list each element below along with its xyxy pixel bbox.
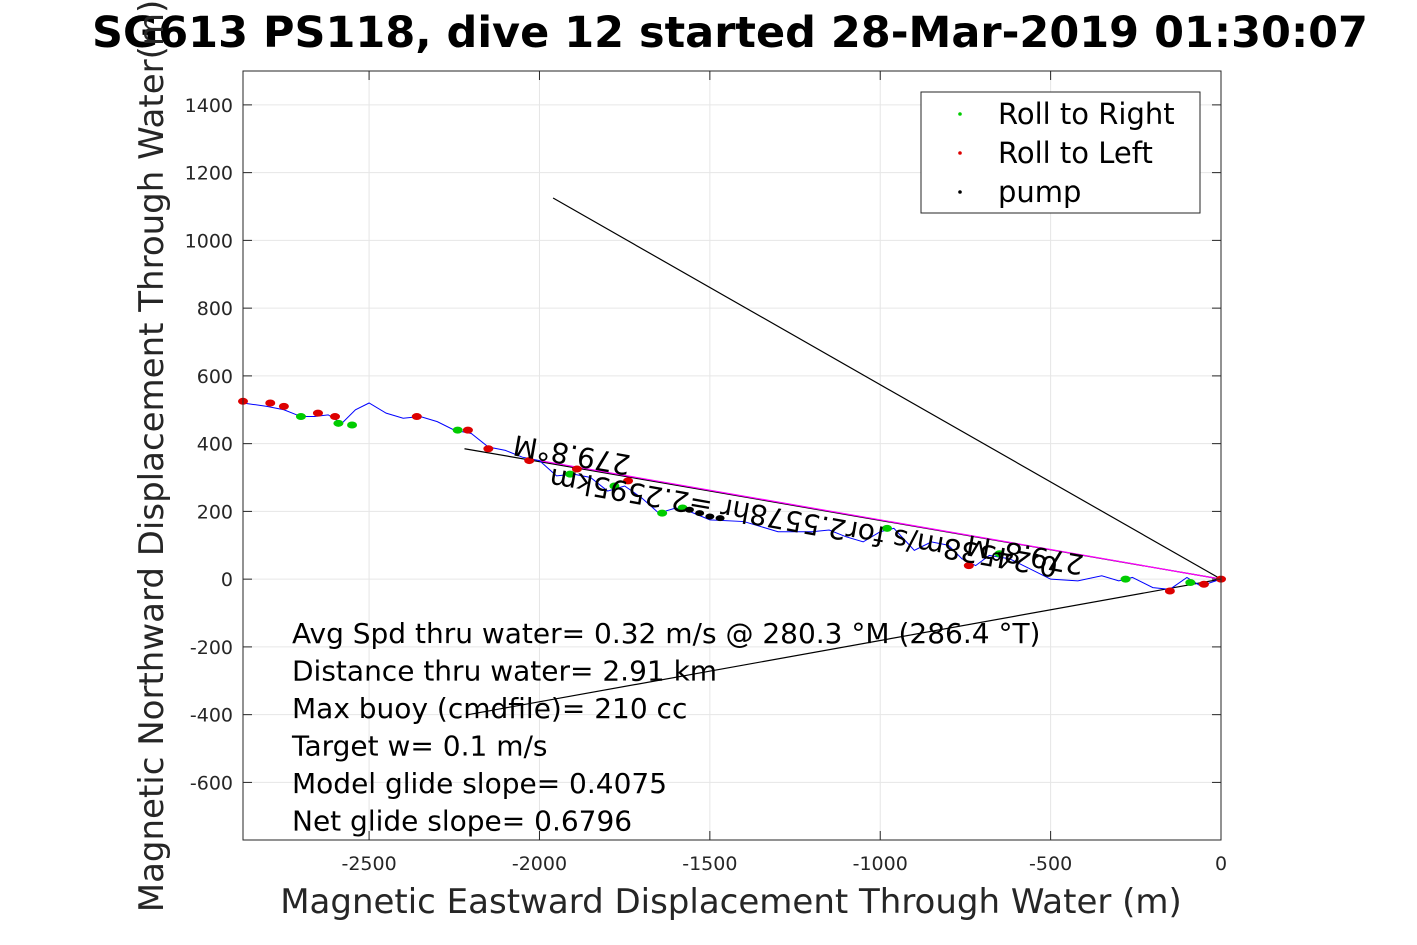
y-tick-label: 1400 — [185, 95, 233, 117]
legend-entry-label: Roll to Right — [998, 97, 1175, 131]
axis-ticks: -2500 -2000 -1500 -1000 -500 0-600-400-200020… — [185, 71, 1227, 875]
x-tick-label: -1500 — [682, 853, 737, 875]
stat-line: Distance thru water= 2.91 km — [292, 655, 717, 688]
stat-line: Avg Spd thru water= 0.32 m/s @ 280.3 °M … — [292, 617, 1040, 650]
stat-line: Max buoy (cmdfile)= 210 cc — [292, 692, 687, 725]
y-tick-label: -400 — [190, 705, 233, 727]
stat-line: Model glide slope= 0.4075 — [292, 767, 667, 800]
roll-right-point — [609, 482, 620, 490]
x-axis-label: Magnetic Eastward Displacement Through W… — [280, 882, 1182, 922]
roll-right-point — [1120, 575, 1131, 583]
line-to-lower — [467, 578, 1222, 716]
roll-left-point — [462, 426, 473, 434]
plot-area-frame — [242, 70, 1222, 841]
y-tick-label: 400 — [197, 434, 233, 456]
roll-left-point — [1164, 587, 1175, 595]
legend-entry-label: Roll to Left — [998, 136, 1153, 170]
legend-entry-label: pump — [998, 175, 1081, 209]
pump-point — [715, 515, 725, 522]
x-tick-label: -500 — [1029, 853, 1072, 875]
roll-left-point — [1198, 580, 1209, 588]
roll-left-point — [623, 477, 634, 485]
x-tick-label: 0 — [1215, 853, 1227, 875]
legend: Roll to Right Roll to Left pump — [920, 91, 1201, 214]
roll-left-point — [265, 399, 276, 407]
y-tick-label: 800 — [197, 298, 233, 320]
roll-right-point — [565, 470, 576, 478]
y-tick-label: 600 — [197, 366, 233, 388]
roll-left-point — [278, 402, 289, 410]
x-tick-label: -2000 — [512, 853, 567, 875]
legend-marker — [958, 190, 962, 194]
y-axis-label: Magnetic Northward Displacement Through … — [132, 0, 172, 912]
legend-marker — [958, 112, 962, 116]
roll-left-point — [411, 413, 422, 421]
legend-box — [920, 91, 1201, 214]
roll-right-point — [994, 550, 1005, 558]
chart-title: SG613 PS118, dive 12 started 28-Mar-2019… — [92, 8, 1368, 58]
stat-line: Net glide slope= 0.6796 — [292, 805, 632, 838]
roll-left-point — [483, 445, 494, 453]
roll-right-point — [347, 421, 358, 429]
stats-text-block: Avg Spd thru water= 0.32 m/s @ 280.3 °M … — [291, 617, 1040, 838]
pump-point — [695, 510, 705, 517]
x-tick-label: -1000 — [853, 853, 908, 875]
roll-left-point — [571, 465, 582, 473]
heading-lines — [464, 197, 1222, 716]
stat-line: Target w= 0.1 m/s — [291, 730, 548, 763]
annotation-layer: 279.8°M0.24538m/s for2.5578hr =2.2595km2… — [511, 428, 1086, 583]
roll-left-point — [963, 562, 974, 570]
legend-marker — [958, 151, 962, 155]
roll-right-point — [1185, 579, 1196, 587]
y-tick-label: 0 — [221, 569, 233, 591]
y-tick-label: 1200 — [185, 163, 233, 185]
roll-right-point — [657, 509, 668, 517]
y-tick-label: 200 — [197, 501, 233, 523]
y-tick-label: 1000 — [185, 230, 233, 252]
roll-right-point — [882, 524, 893, 532]
roll-left-point — [330, 413, 341, 421]
x-tick-label: -2500 — [341, 853, 396, 875]
y-tick-label: -200 — [190, 637, 233, 659]
line-to-upper — [552, 197, 1222, 580]
pump-point — [684, 506, 694, 513]
roll-right-point — [295, 413, 306, 421]
pump-point — [705, 513, 715, 520]
y-tick-label: -600 — [190, 772, 233, 794]
legend-entries: Roll to Right Roll to Left pump — [958, 97, 1175, 209]
heading-annotation: 0.24538m/s for2.5578hr =2.2595km — [547, 461, 1060, 583]
roll-left-point — [524, 457, 535, 465]
marker-layer — [238, 397, 1226, 595]
roll-right-point — [333, 419, 344, 427]
roll-right-point — [452, 426, 463, 434]
roll-left-point — [312, 409, 323, 417]
line-net-displacement — [539, 459, 1222, 580]
